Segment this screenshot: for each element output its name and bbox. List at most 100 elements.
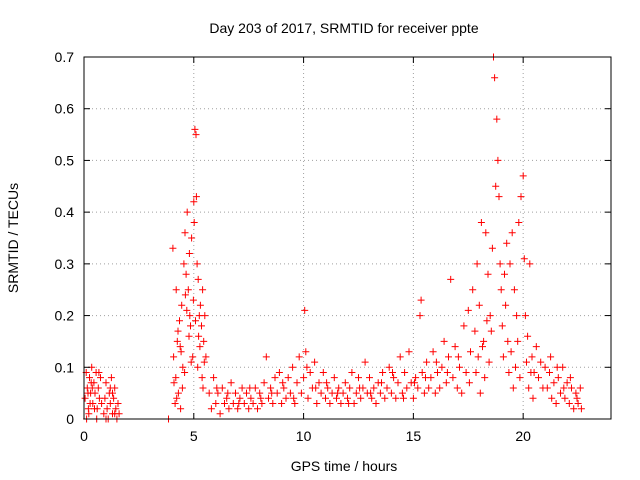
data-point xyxy=(458,389,466,397)
data-point xyxy=(392,394,400,402)
data-point xyxy=(198,322,205,330)
data-point xyxy=(355,374,362,382)
data-point xyxy=(184,286,192,294)
data-point xyxy=(527,369,535,376)
data-point xyxy=(85,410,93,418)
data-point xyxy=(394,379,402,387)
data-point xyxy=(275,369,283,376)
data-point xyxy=(88,384,96,392)
data-point xyxy=(560,384,568,392)
data-point xyxy=(186,312,194,320)
data-point xyxy=(178,301,186,309)
data-point xyxy=(254,405,261,413)
data-point xyxy=(103,405,111,413)
data-point xyxy=(546,369,553,376)
data-point xyxy=(94,384,102,392)
data-point xyxy=(376,389,384,397)
data-point xyxy=(561,394,569,402)
x-tick-label: 20 xyxy=(515,428,531,444)
data-point xyxy=(443,369,451,376)
data-point xyxy=(477,219,485,226)
data-point xyxy=(234,405,242,413)
data-point xyxy=(312,384,320,392)
data-point xyxy=(464,306,472,314)
data-point xyxy=(245,405,253,413)
data-point xyxy=(414,384,422,392)
data-point xyxy=(508,229,516,237)
x-tick-label: 5 xyxy=(190,428,198,444)
data-point xyxy=(183,306,191,314)
data-point xyxy=(454,353,462,361)
data-point xyxy=(100,410,108,418)
data-point xyxy=(431,389,439,397)
data-point xyxy=(101,394,109,402)
data-point xyxy=(278,400,286,407)
data-point xyxy=(258,400,266,407)
data-point xyxy=(505,369,513,376)
data-point xyxy=(232,389,239,397)
data-point xyxy=(176,317,183,325)
data-point xyxy=(174,389,182,397)
data-point xyxy=(189,296,197,304)
data-point xyxy=(566,374,574,382)
data-point xyxy=(196,301,204,309)
data-point xyxy=(467,348,474,356)
data-point xyxy=(524,332,532,340)
data-point xyxy=(465,379,473,387)
data-point xyxy=(235,400,243,407)
data-point xyxy=(516,374,524,382)
data-point xyxy=(396,353,404,361)
data-point xyxy=(440,337,448,345)
data-point xyxy=(442,379,450,387)
data-point xyxy=(198,374,206,382)
x-tick-label: 0 xyxy=(80,428,88,444)
data-point xyxy=(519,172,527,180)
data-point xyxy=(302,348,310,356)
data-point xyxy=(502,301,510,309)
data-point xyxy=(195,332,203,340)
data-point xyxy=(385,363,393,371)
data-point xyxy=(330,374,338,382)
data-point xyxy=(84,389,92,397)
data-point xyxy=(368,394,376,402)
data-point xyxy=(529,394,537,402)
data-point xyxy=(236,394,244,402)
data-point xyxy=(335,384,343,392)
data-point xyxy=(238,384,246,392)
data-point xyxy=(181,229,189,237)
data-point xyxy=(170,353,178,361)
data-point xyxy=(472,369,480,376)
data-point xyxy=(481,374,489,382)
data-point xyxy=(227,379,235,387)
data-point xyxy=(510,286,518,294)
data-point xyxy=(98,400,106,407)
data-point xyxy=(574,400,582,407)
data-point xyxy=(192,131,200,139)
data-point xyxy=(390,374,398,382)
data-point xyxy=(417,296,425,304)
data-point xyxy=(106,384,114,392)
data-point xyxy=(200,358,208,366)
data-point xyxy=(179,363,187,371)
data-point xyxy=(345,400,353,407)
data-point xyxy=(177,348,185,356)
data-point xyxy=(286,389,294,397)
data-point xyxy=(512,363,519,371)
data-point xyxy=(282,394,290,402)
data-point xyxy=(476,389,484,397)
data-point xyxy=(495,193,503,201)
data-point xyxy=(91,405,98,413)
data-point xyxy=(520,255,528,263)
data-point xyxy=(570,405,578,413)
data-point xyxy=(268,389,276,397)
data-point xyxy=(289,363,297,371)
y-tick-label: 0.6 xyxy=(55,101,75,117)
data-point xyxy=(176,343,184,351)
data-point xyxy=(187,322,194,330)
grid-lines xyxy=(84,57,611,419)
data-point xyxy=(265,394,272,402)
data-point xyxy=(295,353,303,361)
data-point xyxy=(193,260,201,268)
data-point xyxy=(528,353,536,361)
data-point xyxy=(479,343,486,351)
